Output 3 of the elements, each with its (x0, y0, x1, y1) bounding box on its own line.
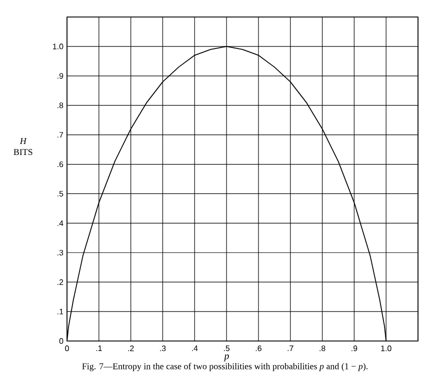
caption: Fig. 7—Entropy in the case of two possibilities with probabilities p and (1 − p). (82, 362, 368, 372)
y-axis-title: H BITS (14, 138, 32, 156)
x-axis-title: p (224, 354, 229, 362)
